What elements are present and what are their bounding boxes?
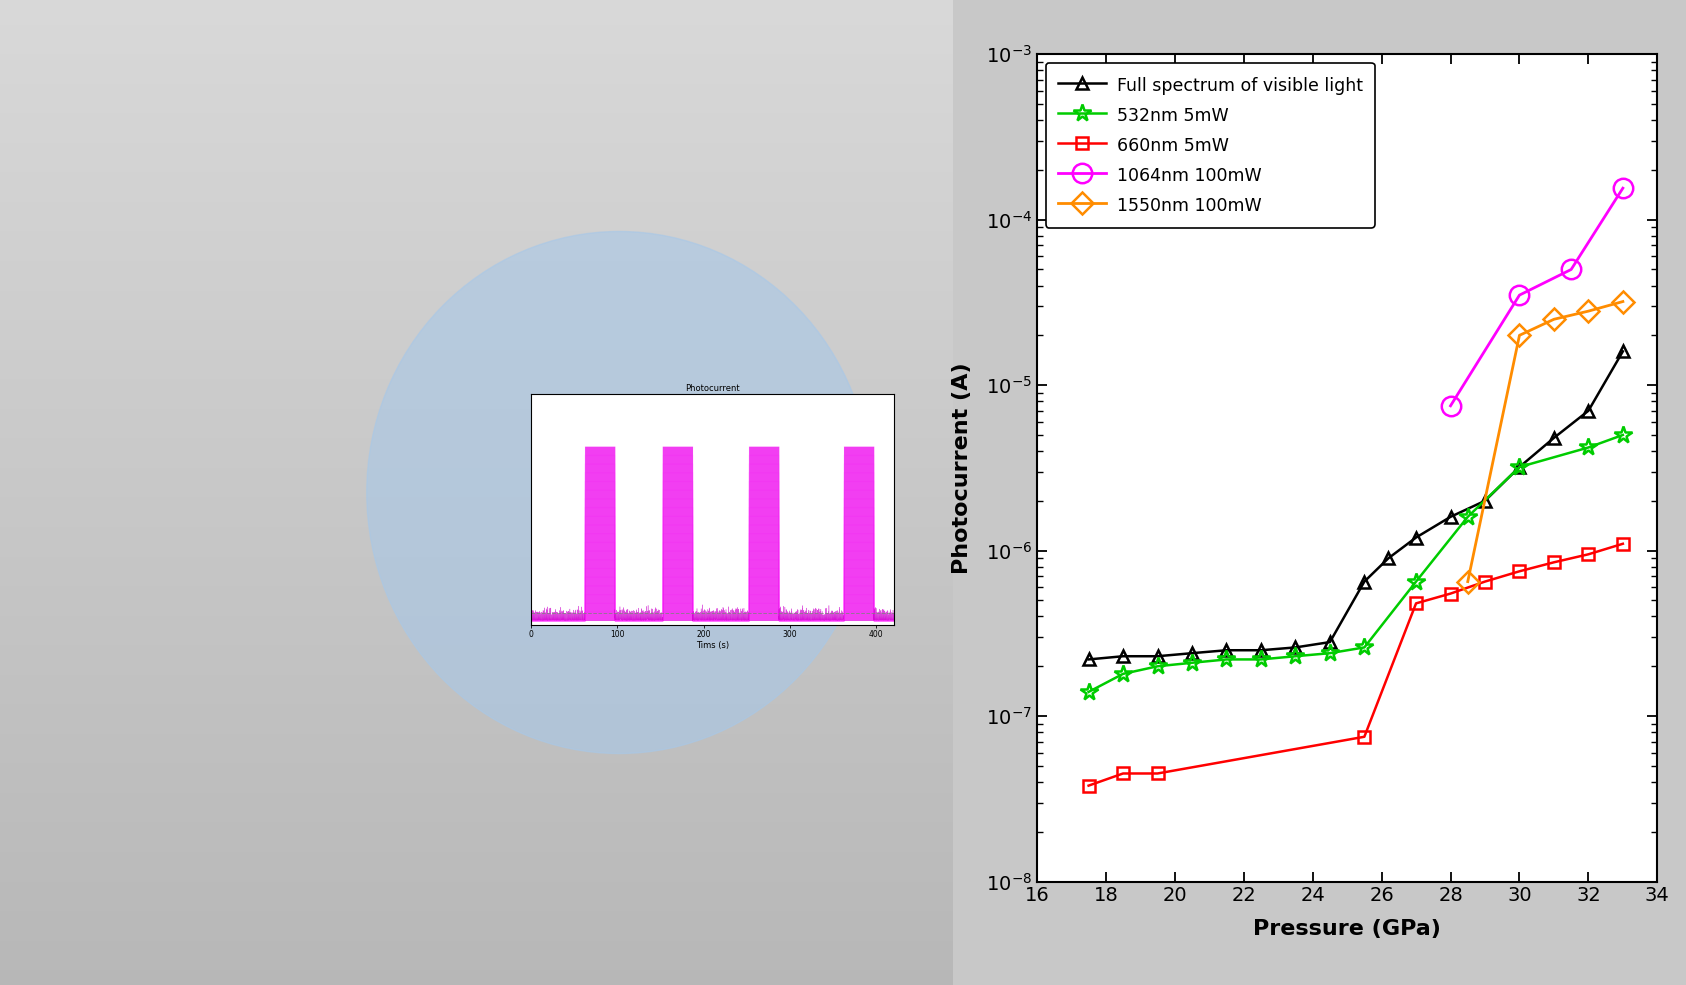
- Full spectrum of visible light: [1354, 575, 1374, 587]
- Full spectrum of visible light: [1113, 650, 1133, 662]
- 660nm 5mW: [1544, 557, 1565, 568]
- 532nm 5mW: [1216, 653, 1236, 665]
- Line: 1064nm 100mW: 1064nm 100mW: [1442, 178, 1632, 416]
- 1064nm 100mW: [1440, 400, 1460, 412]
- X-axis label: Tims (s): Tims (s): [696, 641, 728, 650]
- Line: 660nm 5mW: 660nm 5mW: [1082, 538, 1629, 792]
- 1550nm 100mW: [1578, 305, 1598, 317]
- Line: 532nm 5mW: 532nm 5mW: [1079, 426, 1632, 701]
- 532nm 5mW: [1113, 668, 1133, 680]
- Line: 1550nm 100mW: 1550nm 100mW: [1460, 294, 1630, 589]
- 532nm 5mW: [1406, 575, 1426, 587]
- 1550nm 100mW: [1614, 296, 1634, 307]
- Full spectrum of visible light: [1379, 553, 1399, 564]
- 1064nm 100mW: [1509, 290, 1529, 301]
- Full spectrum of visible light: [1475, 494, 1495, 506]
- 660nm 5mW: [1113, 767, 1133, 779]
- Full spectrum of visible light: [1614, 346, 1634, 358]
- Full spectrum of visible light: [1320, 636, 1340, 648]
- 1064nm 100mW: [1614, 182, 1634, 194]
- Full spectrum of visible light: [1578, 405, 1598, 417]
- 1550nm 100mW: [1458, 575, 1479, 587]
- 660nm 5mW: [1475, 575, 1495, 587]
- Y-axis label: Photocurrent (A): Photocurrent (A): [953, 362, 971, 573]
- 532nm 5mW: [1614, 429, 1634, 441]
- 532nm 5mW: [1354, 641, 1374, 653]
- Full spectrum of visible light: [1544, 432, 1565, 444]
- 660nm 5mW: [1578, 549, 1598, 560]
- Circle shape: [368, 231, 872, 754]
- 532nm 5mW: [1578, 441, 1598, 453]
- 532nm 5mW: [1251, 653, 1271, 665]
- Full spectrum of visible light: [1216, 644, 1236, 656]
- 660nm 5mW: [1354, 731, 1374, 743]
- 532nm 5mW: [1079, 686, 1099, 697]
- Title: Photocurrent: Photocurrent: [685, 384, 740, 393]
- 532nm 5mW: [1148, 660, 1168, 672]
- Full spectrum of visible light: [1079, 653, 1099, 665]
- Legend: Full spectrum of visible light, 532nm 5mW, 660nm 5mW, 1064nm 100mW, 1550nm 100mW: Full spectrum of visible light, 532nm 5m…: [1045, 63, 1374, 228]
- 1550nm 100mW: [1544, 313, 1565, 325]
- 660nm 5mW: [1406, 598, 1426, 610]
- Full spectrum of visible light: [1251, 644, 1271, 656]
- Full spectrum of visible light: [1182, 647, 1202, 659]
- 532nm 5mW: [1458, 511, 1479, 523]
- 532nm 5mW: [1509, 461, 1529, 473]
- 1550nm 100mW: [1509, 329, 1529, 341]
- Full spectrum of visible light: [1509, 461, 1529, 473]
- 532nm 5mW: [1320, 647, 1340, 659]
- 1064nm 100mW: [1561, 264, 1581, 276]
- Full spectrum of visible light: [1406, 532, 1426, 544]
- 660nm 5mW: [1614, 538, 1634, 550]
- 660nm 5mW: [1079, 780, 1099, 792]
- Line: Full spectrum of visible light: Full spectrum of visible light: [1082, 345, 1629, 666]
- 660nm 5mW: [1148, 767, 1168, 779]
- 660nm 5mW: [1509, 565, 1529, 577]
- 532nm 5mW: [1285, 650, 1305, 662]
- 660nm 5mW: [1440, 588, 1460, 600]
- Full spectrum of visible light: [1285, 641, 1305, 653]
- Full spectrum of visible light: [1440, 511, 1460, 523]
- X-axis label: Pressure (GPa): Pressure (GPa): [1253, 919, 1442, 940]
- 532nm 5mW: [1182, 657, 1202, 669]
- Full spectrum of visible light: [1148, 650, 1168, 662]
